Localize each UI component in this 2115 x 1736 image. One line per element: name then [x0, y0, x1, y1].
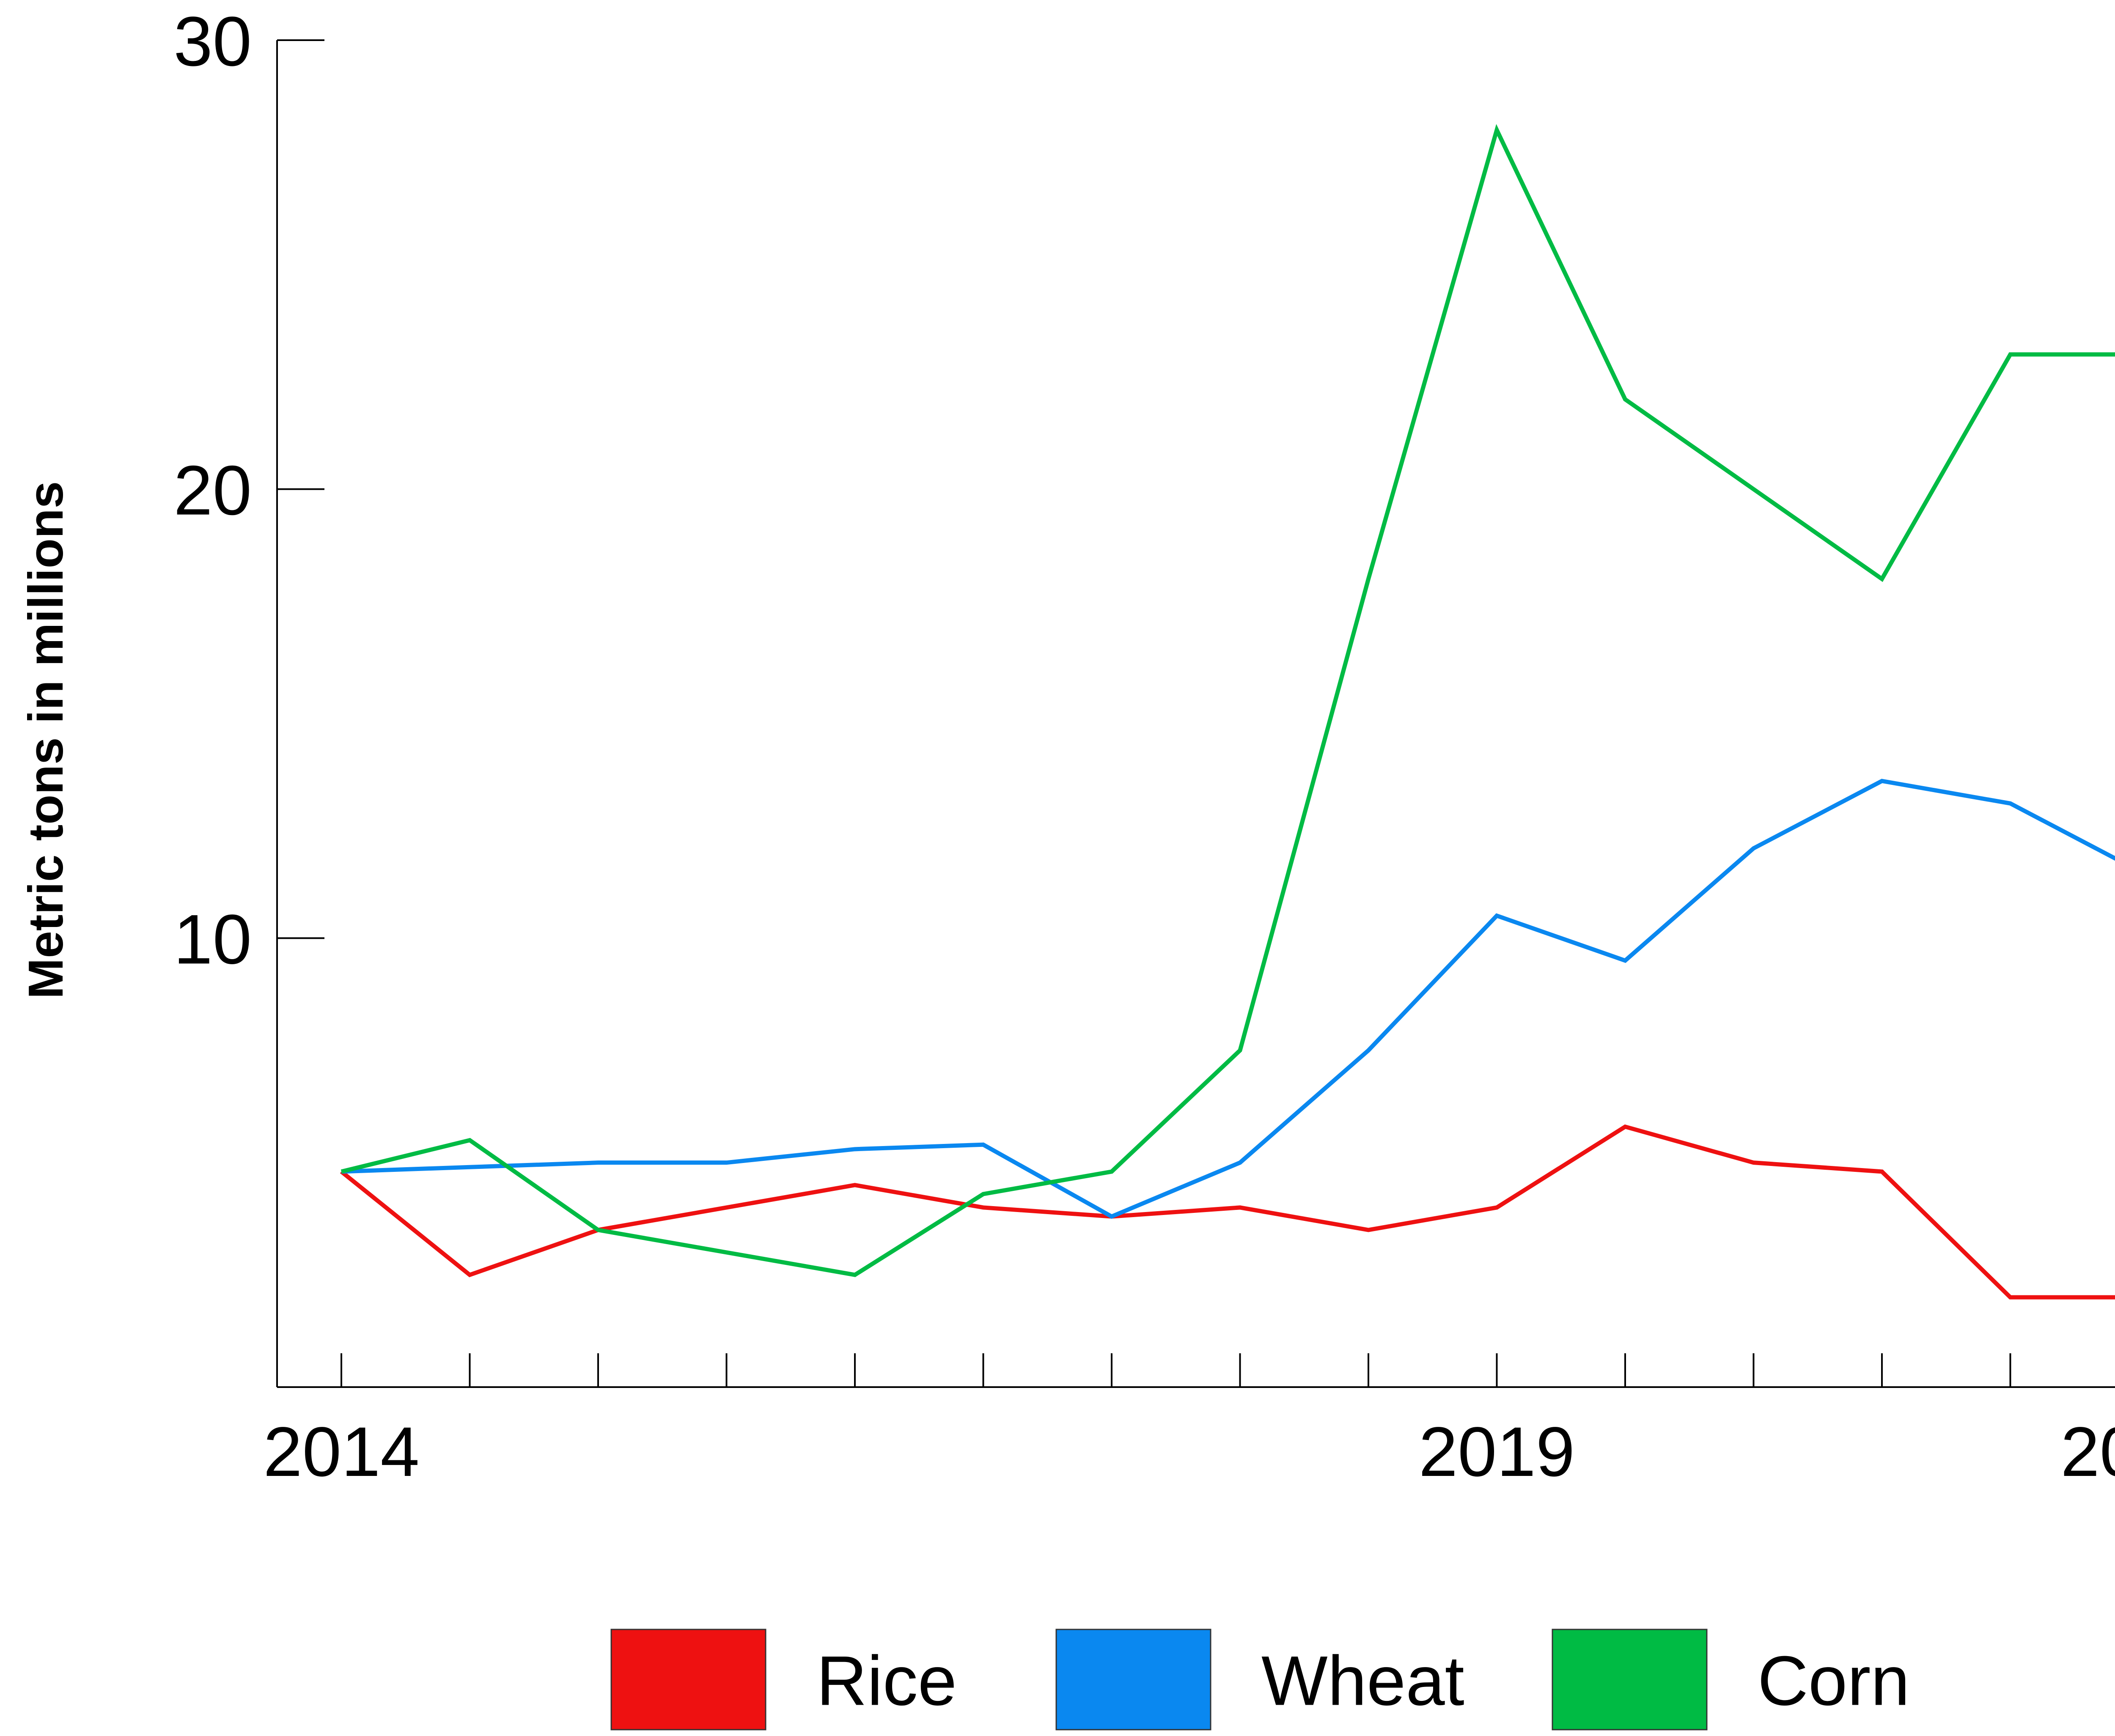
series-line-rice [340, 1124, 2115, 1300]
axes: 10 20 30 2014 2019 2024 Metric tons in million… [18, 3, 2115, 1491]
legend-swatch-rice [610, 1629, 766, 1731]
x-tick-label: 2019 [1419, 1413, 1575, 1491]
legend-item-corn: Corn [1552, 1629, 1910, 1731]
legend-label-wheat: Wheat [1261, 1642, 1464, 1720]
x-tick-label: 2014 [263, 1413, 419, 1491]
series-line-corn [341, 124, 2115, 1277]
series-lines [340, 124, 2115, 1300]
legend-item-wheat: Wheat [1055, 1629, 1464, 1731]
legend-label-rice: Rice [816, 1642, 957, 1720]
y-axis-title: Metric tons in millions [18, 481, 73, 999]
legend-swatch-corn [1552, 1629, 1708, 1731]
y-tick-label: 10 [173, 900, 252, 979]
y-tick-label: 20 [173, 452, 252, 530]
series-line-wheat [341, 779, 2115, 1219]
legend: Rice Wheat Corn [610, 1629, 1910, 1731]
legend-label-corn: Corn [1758, 1642, 1910, 1720]
y-tick-label: 30 [173, 3, 252, 81]
legend-item-rice: Rice [610, 1629, 957, 1731]
x-tick-label: 2024 [2060, 1413, 2115, 1491]
legend-swatch-wheat [1055, 1629, 1211, 1731]
